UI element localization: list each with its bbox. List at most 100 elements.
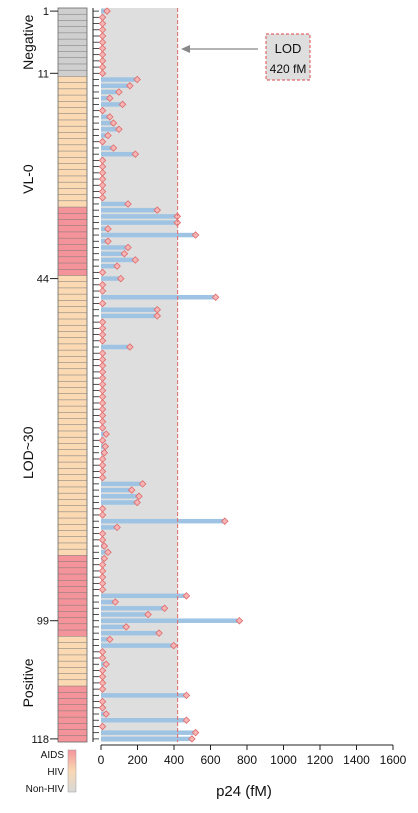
data-point-marker (131, 150, 140, 158)
status-segment-aids (58, 555, 87, 637)
bar (101, 717, 185, 723)
data-point-marker (104, 237, 112, 246)
bar (101, 637, 109, 642)
legend-aids-label: AIDS (41, 750, 65, 761)
bar (101, 95, 109, 101)
x-tick-label: 1000 (270, 753, 297, 767)
bar (101, 257, 134, 263)
status-strip-border (57, 7, 88, 743)
bar (101, 295, 215, 300)
bar (101, 239, 107, 244)
data-point-marker (126, 81, 134, 90)
data-point-marker (138, 480, 147, 488)
bar (101, 214, 176, 219)
data-point-marker (102, 710, 110, 718)
data-point-marker (98, 424, 107, 432)
legend-hiv-label: HIV (47, 767, 64, 778)
data-point-marker (120, 249, 129, 258)
data-point-marker (98, 511, 107, 519)
data-point-marker (191, 231, 200, 239)
data-point-marker (126, 343, 134, 351)
data-point-marker (106, 113, 114, 121)
bar (101, 313, 156, 319)
x-tick-label: 1200 (307, 753, 334, 767)
data-point-marker (188, 735, 196, 743)
data-point-marker (98, 585, 107, 594)
x-axis-ticks: 0 200 400 600 800 1000 1200 1400 1600 (98, 745, 407, 767)
lod-annotation: LOD 420 fM (181, 33, 311, 81)
data-point-marker (155, 629, 163, 637)
data-point-marker (98, 654, 107, 662)
bar (101, 624, 125, 630)
data-point-marker (98, 69, 107, 78)
data-point-marker (104, 131, 112, 140)
status-legend-colorbar (67, 749, 77, 793)
data-point-marker (182, 592, 191, 600)
lod-value-label: 420 fM (270, 62, 307, 76)
data-point-marker (109, 119, 118, 127)
data-point-marker (135, 492, 143, 501)
data-point-marker (182, 716, 191, 724)
status-strip-row-lines (57, 7, 88, 743)
data-point-marker (191, 728, 200, 737)
x-tick-label: 0 (98, 753, 105, 767)
data-point-marker (104, 225, 112, 233)
x-tick-label: 400 (164, 753, 184, 767)
bar (101, 643, 173, 648)
bar-series (98, 7, 244, 743)
bar (101, 630, 158, 636)
data-point-marker (98, 137, 107, 146)
data-point-marker (98, 287, 107, 295)
data-point-marker (111, 598, 120, 606)
data-point-marker (115, 125, 123, 134)
bar (101, 245, 127, 250)
bar (101, 487, 131, 493)
status-segment-non-hiv (58, 8, 87, 77)
x-tick-label: 1600 (380, 753, 407, 767)
data-point-marker (113, 523, 121, 532)
data-point-marker (133, 498, 141, 507)
bar (101, 83, 129, 88)
bar (101, 133, 107, 138)
data-point-marker (124, 200, 132, 208)
data-point-marker (118, 100, 127, 109)
bar (101, 201, 127, 207)
x-tick-label: 1400 (343, 753, 370, 767)
lod-arrow-head (181, 45, 190, 53)
group-label: VL-0 (20, 164, 36, 194)
data-point-marker (133, 75, 141, 84)
data-point-marker (98, 299, 107, 308)
data-point-marker (106, 635, 114, 644)
data-point-marker (153, 206, 162, 214)
bar (101, 145, 112, 151)
data-point-marker (101, 442, 110, 451)
bar (101, 220, 176, 225)
data-point-marker (211, 293, 220, 302)
bar (101, 606, 164, 611)
data-point-marker (100, 554, 109, 563)
bar (101, 226, 107, 232)
group-label: Negative (20, 14, 36, 69)
bar (101, 207, 156, 213)
status-segment-hiv (58, 76, 87, 208)
row-tick-label: 99 (37, 616, 49, 628)
data-point-marker (160, 604, 169, 613)
group-label: Positive (20, 658, 36, 707)
data-point-marker (100, 448, 109, 457)
bar (101, 550, 107, 555)
bar (101, 518, 224, 524)
bar (101, 151, 134, 157)
bar (101, 89, 118, 95)
data-point-marker (127, 486, 136, 494)
status-legend: AIDS HIV Non-HIV (26, 749, 77, 795)
data-point-marker (221, 517, 229, 525)
bar (101, 618, 238, 623)
bar (101, 730, 195, 735)
status-segment-aids (58, 686, 87, 742)
data-point-marker (98, 268, 107, 277)
data-point-marker (182, 691, 191, 700)
data-point-marker (169, 641, 178, 650)
data-point-marker (124, 243, 132, 252)
bar (101, 8, 106, 14)
